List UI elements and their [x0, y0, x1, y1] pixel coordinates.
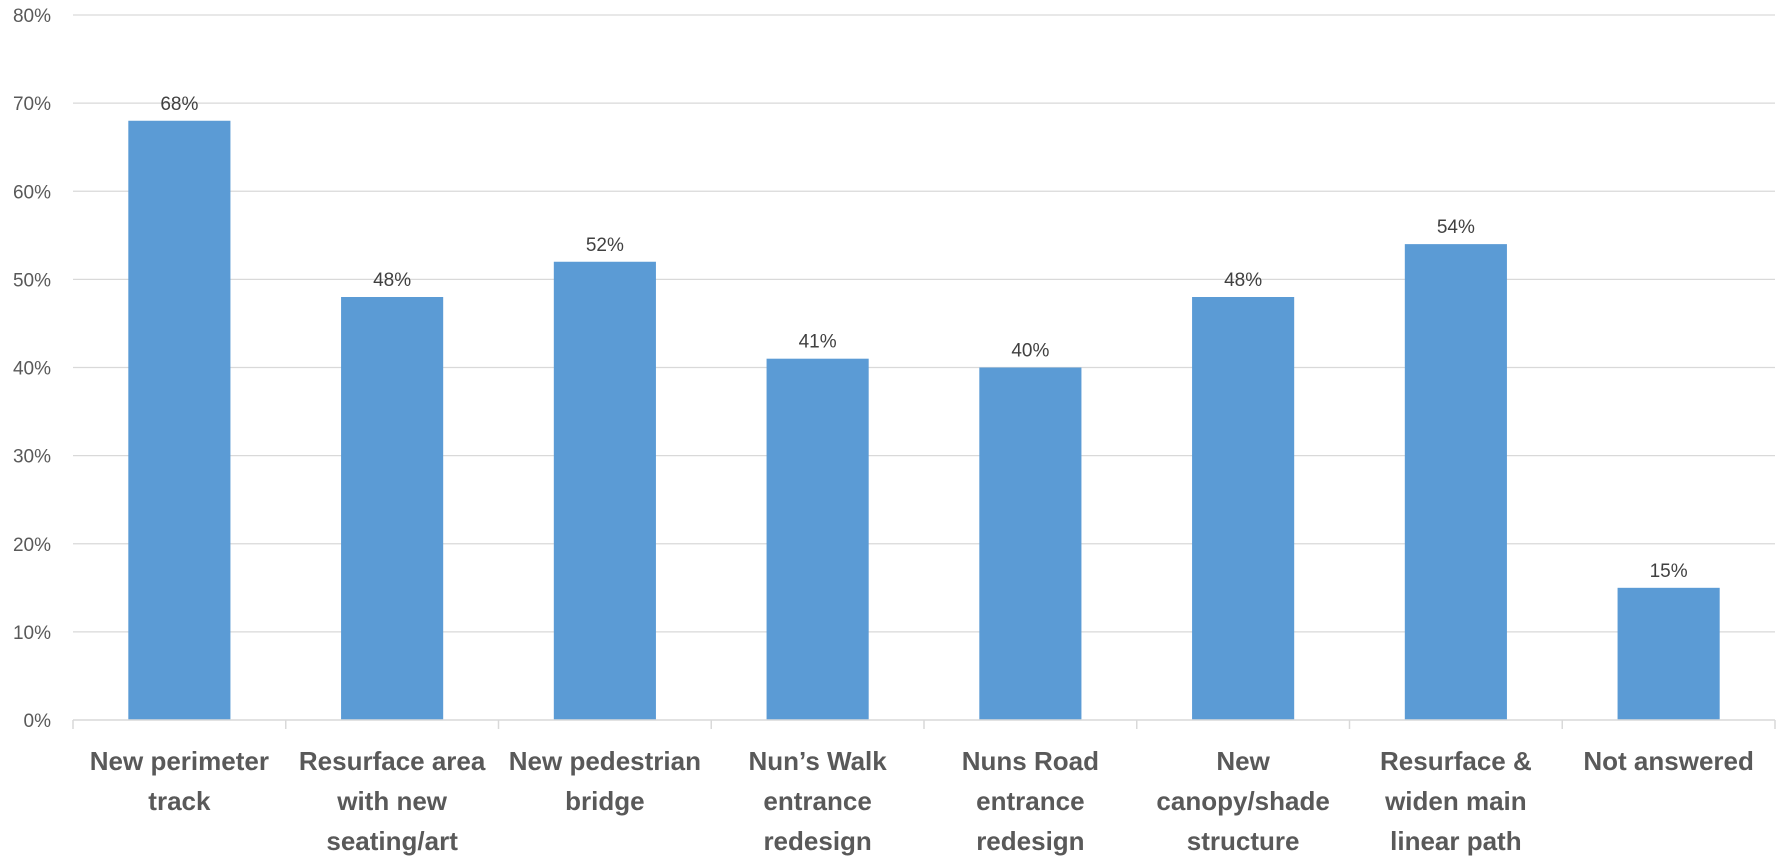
bar [128, 120, 231, 720]
data-label: 40% [1011, 341, 1049, 362]
category-label: with new [336, 786, 448, 816]
y-tick-label: 60% [13, 182, 51, 203]
data-label: 68% [160, 94, 198, 115]
category-label: Resurface area [299, 746, 486, 776]
category-label: linear path [1390, 826, 1521, 856]
category-label: Nun’s Walk [749, 746, 888, 776]
data-label: 15% [1650, 561, 1688, 582]
category-label: canopy/shade [1156, 786, 1329, 816]
category-label: New [1216, 746, 1270, 776]
y-tick-label: 70% [13, 94, 51, 115]
category-label: New perimeter [90, 746, 269, 776]
y-tick-label: 40% [13, 359, 51, 380]
category-label: Not answered [1583, 746, 1754, 776]
category-label: redesign [976, 826, 1084, 856]
bar [1617, 587, 1720, 720]
data-label: 48% [1224, 270, 1262, 291]
data-label: 52% [586, 235, 624, 256]
bar [553, 261, 656, 720]
category-label: Resurface & [1380, 746, 1532, 776]
category-label: Nuns Road [962, 746, 1099, 776]
y-tick-label: 0% [24, 711, 52, 732]
y-tick-label: 50% [13, 270, 51, 291]
category-label: seating/art [326, 826, 458, 856]
y-tick-label: 80% [13, 6, 51, 27]
bar [341, 297, 444, 720]
bar [1404, 244, 1507, 720]
category-label: New pedestrian [509, 746, 701, 776]
y-tick-label: 30% [13, 447, 51, 468]
category-label: redesign [763, 826, 871, 856]
x-axis [72, 719, 1776, 729]
bars [128, 120, 1720, 720]
category-label: widen main [1384, 786, 1527, 816]
category-labels: New perimeter track Resurface area with new… [90, 746, 1754, 856]
y-axis-tick-labels: 0% 10% 20% 30% 40% 50% 60% 70% 80% [13, 6, 51, 732]
category-label: entrance [763, 786, 871, 816]
y-tick-label: 20% [13, 535, 51, 556]
data-label: 48% [373, 270, 411, 291]
bar [766, 358, 869, 720]
data-label: 41% [799, 332, 837, 353]
category-label: entrance [976, 786, 1084, 816]
bar [1192, 297, 1295, 720]
bar [979, 367, 1082, 720]
gridlines [73, 14, 1775, 633]
category-label: bridge [565, 786, 644, 816]
category-label: structure [1187, 826, 1300, 856]
data-label: 54% [1437, 217, 1475, 238]
y-tick-label: 10% [13, 623, 51, 644]
category-label: track [148, 786, 211, 816]
data-labels: 68% 48% 52% 41% 40% 48% 54% 15% [160, 94, 1687, 582]
